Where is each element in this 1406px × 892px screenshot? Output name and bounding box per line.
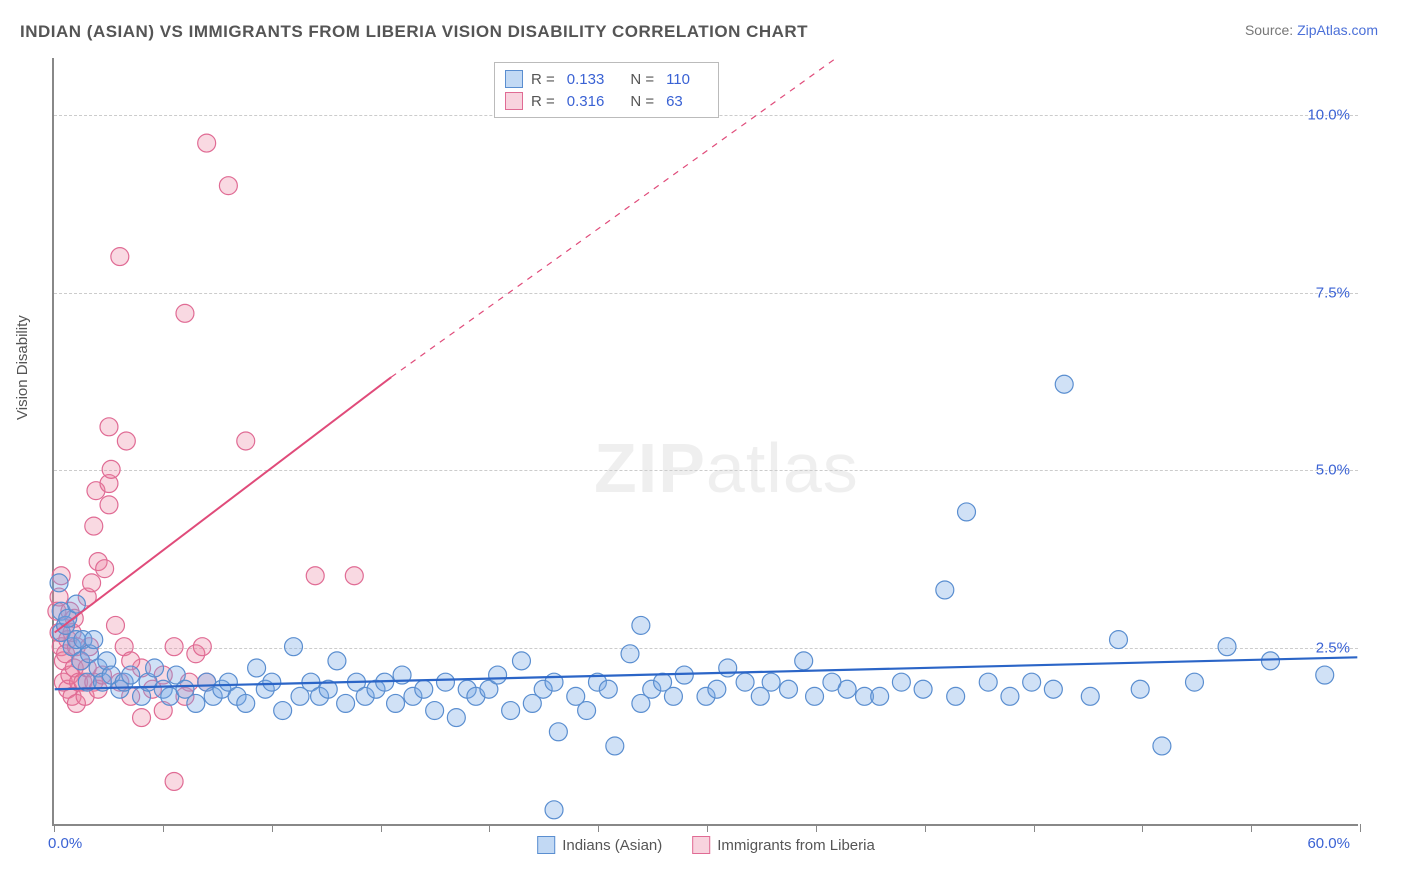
source-value: ZipAtlas.com [1297, 22, 1378, 38]
swatch-blue [537, 836, 555, 854]
n-value-blue: 110 [666, 71, 690, 88]
x-axis-max-label: 60.0% [1307, 835, 1350, 852]
legend-label-blue: Indians (Asian) [562, 837, 662, 854]
plot-area: ZIPatlas 2.5%5.0%7.5%10.0% 0.0% 60.0% R … [52, 58, 1358, 826]
stats-row-pink: R = 0.316 N = 63 [505, 90, 708, 112]
swatch-pink [692, 836, 710, 854]
y-axis-label: Vision Disability [14, 315, 31, 420]
legend-item-blue: Indians (Asian) [537, 836, 662, 854]
legend-item-pink: Immigrants from Liberia [692, 836, 875, 854]
source-attribution: Source: ZipAtlas.com [1245, 22, 1378, 38]
swatch-blue [505, 70, 523, 88]
legend-label-pink: Immigrants from Liberia [717, 837, 875, 854]
n-label: N = [630, 93, 654, 110]
stats-row-blue: R = 0.133 N = 110 [505, 68, 708, 90]
r-label: R = [531, 93, 555, 110]
n-label: N = [630, 71, 654, 88]
swatch-pink [505, 92, 523, 110]
chart-svg [54, 58, 1358, 824]
x-axis-min-label: 0.0% [48, 835, 82, 852]
series-legend: Indians (Asian) Immigrants from Liberia [537, 836, 875, 854]
r-value-pink: 0.316 [567, 93, 605, 110]
chart-title: INDIAN (ASIAN) VS IMMIGRANTS FROM LIBERI… [20, 22, 808, 42]
n-value-pink: 63 [666, 93, 683, 110]
source-label: Source: [1245, 22, 1297, 38]
stats-legend: R = 0.133 N = 110 R = 0.316 N = 63 [494, 62, 719, 118]
r-value-blue: 0.133 [567, 71, 605, 88]
r-label: R = [531, 71, 555, 88]
